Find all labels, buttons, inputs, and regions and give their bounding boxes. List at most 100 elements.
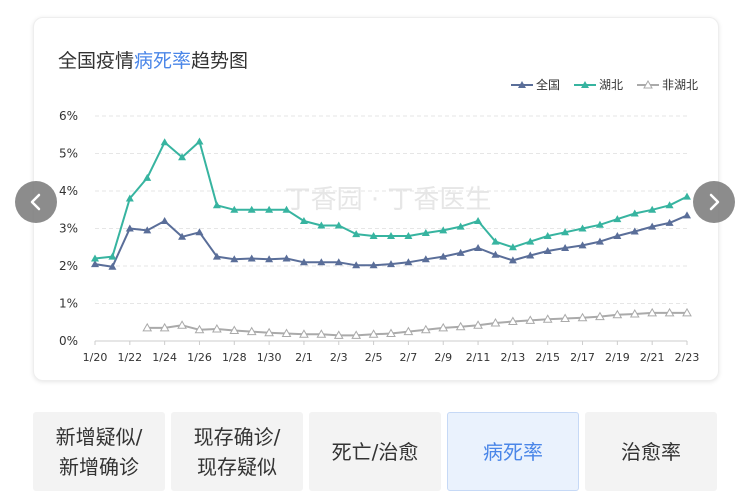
data-point [578,241,587,249]
x-tick-label: 1/28 [222,351,247,364]
x-tick-label: 2/23 [675,351,700,364]
data-point [683,211,691,219]
data-point [578,224,587,232]
data-point [282,205,291,213]
data-point [595,311,605,321]
tab-existing-confirmed-suspected[interactable]: 现存确诊/现存疑似 [171,412,303,491]
data-point [299,329,309,338]
chevron-left-icon [30,193,41,211]
legend-item-non-hubei[interactable]: 非湖北 [636,76,698,93]
next-chart-button[interactable] [693,181,735,223]
data-point [613,232,622,239]
data-point [491,237,500,245]
y-tick-label: 0% [59,334,78,348]
data-point [351,330,362,339]
data-point [212,252,221,260]
data-point [177,320,187,329]
legend-marker-national [510,80,533,88]
data-point [369,232,378,239]
tab-label: 死亡/治愈 [331,439,419,464]
data-point [282,254,291,262]
y-tick-label: 3% [59,222,78,236]
data-point [613,215,622,223]
title-suffix: 趋势图 [191,50,249,72]
x-tick-label: 2/17 [570,351,595,364]
x-tick-label: 1/26 [187,351,212,364]
data-point [474,244,483,251]
data-point [561,244,570,251]
chevron-right-icon [709,193,720,211]
data-point [160,138,169,146]
title-highlight: 病死率 [134,50,192,72]
data-point [230,205,239,213]
data-point [474,217,483,224]
data-point [526,237,535,245]
data-point [247,254,256,262]
data-point [421,229,430,236]
data-point [665,201,674,209]
data-point [543,247,552,254]
series-line-2 [147,311,687,337]
data-point [265,255,274,263]
data-point [160,217,169,224]
x-tick-label: 2/21 [640,351,665,364]
chart-tabs: 新增疑似/新增确诊 现存确诊/现存疑似 死亡/治愈 病死率 治愈率 [33,412,717,491]
data-point [91,260,99,268]
data-point [543,232,552,239]
data-point [595,237,604,245]
tab-label: 病死率 [483,439,543,464]
data-point [682,307,692,317]
data-point [299,217,308,224]
legend-item-national[interactable]: 全国 [510,76,560,93]
data-point [125,224,134,232]
x-tick-label: 2/3 [330,351,348,364]
x-tick-label: 2/11 [466,351,491,364]
tab-deaths-cured[interactable]: 死亡/治愈 [309,412,441,491]
data-point [264,327,274,337]
data-point [230,255,239,263]
legend-item-hubei[interactable]: 湖北 [573,76,623,93]
chart-legend: 全国 湖北 非湖北 [510,76,698,93]
data-point [333,330,344,339]
data-point [178,232,187,240]
data-point [648,222,657,230]
title-prefix: 全国疫情 [58,50,135,72]
data-point [490,317,501,327]
data-point [108,252,117,260]
y-tick-label: 1% [59,297,78,311]
legend-marker-hubei [573,80,596,88]
data-point [508,316,518,325]
data-point [195,137,204,145]
legend-label-hubei: 湖北 [598,78,623,92]
tab-label-line2: 现存疑似 [197,454,277,479]
data-point [404,232,413,239]
data-point [542,314,553,323]
y-tick-label: 4% [59,184,78,198]
data-point [612,309,623,319]
data-point [387,232,395,239]
data-point [229,325,240,334]
tab-cure-rate[interactable]: 治愈率 [585,412,717,491]
data-point [334,221,343,229]
tab-label-line1: 现存确诊/ [193,424,281,449]
data-point [91,254,99,262]
data-point [508,243,517,251]
tab-fatality-rate[interactable]: 病死率 [447,412,579,491]
data-point [194,324,205,334]
x-tick-label: 1/20 [83,351,108,364]
data-point [403,326,414,336]
data-point [212,201,221,209]
legend-marker-non-hubei [636,79,659,88]
data-point [108,262,117,270]
prev-chart-button[interactable] [15,181,57,223]
data-point [265,205,274,213]
data-point [648,205,657,213]
data-point [526,251,535,259]
data-point [125,194,134,202]
data-point [317,258,326,266]
tab-new-suspected-confirmed[interactable]: 新增疑似/新增确诊 [33,412,165,491]
x-tick-label: 1/24 [152,351,177,364]
data-point [334,258,343,266]
x-tick-label: 2/13 [501,351,526,364]
